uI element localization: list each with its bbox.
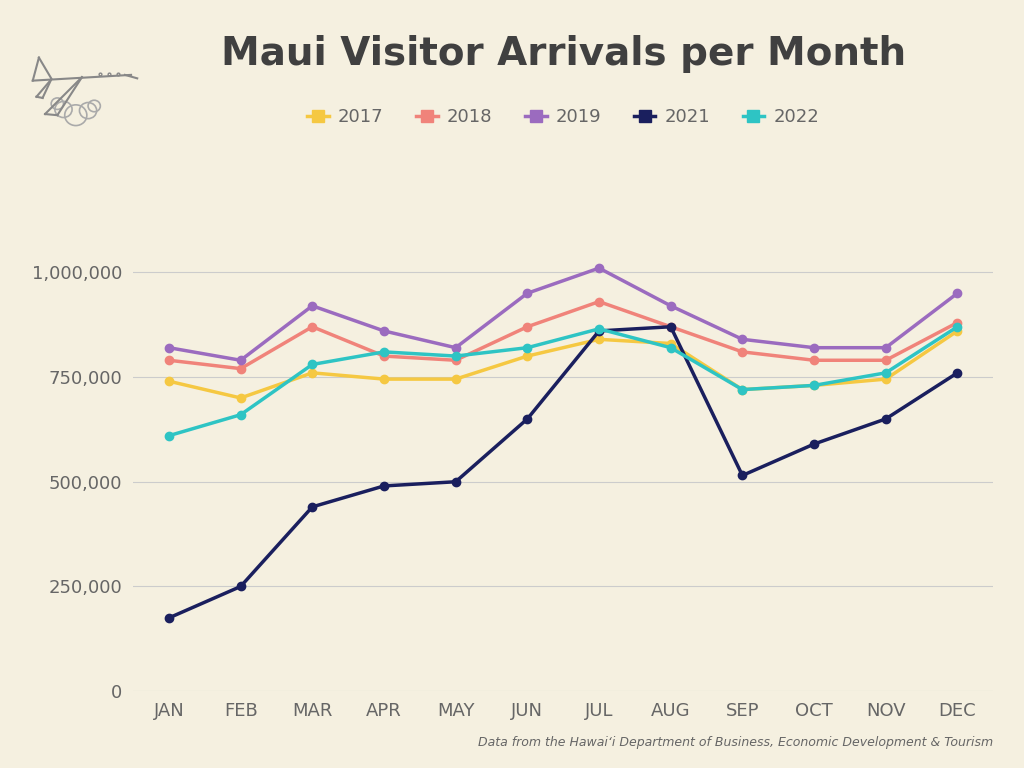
- Legend: 2017, 2018, 2019, 2021, 2022: 2017, 2018, 2019, 2021, 2022: [300, 101, 826, 134]
- Text: Maui Visitor Arrivals per Month: Maui Visitor Arrivals per Month: [220, 35, 906, 73]
- Text: Data from the Hawaiʻi Department of Business, Economic Development & Tourism: Data from the Hawaiʻi Department of Busi…: [478, 736, 993, 749]
